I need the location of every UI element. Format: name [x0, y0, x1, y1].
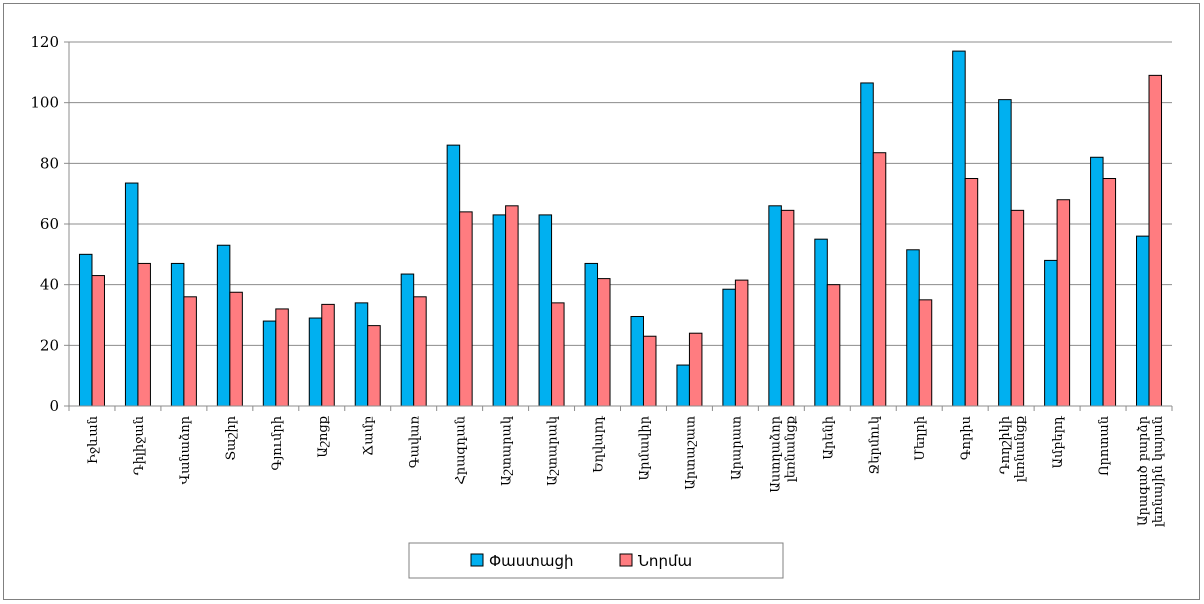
- bar-actual: [584, 262, 599, 407]
- x-category-label: Արտաշատ: [683, 416, 698, 490]
- bar-actual: [952, 50, 966, 407]
- bar-actual: [538, 214, 553, 407]
- y-tick-label: 100: [30, 94, 59, 112]
- y-tick-label: 80: [40, 154, 59, 172]
- bar-norm: [688, 332, 703, 407]
- bar-norm: [1056, 199, 1071, 407]
- bar-actual: [170, 262, 185, 407]
- bar-actual: [860, 82, 874, 407]
- bar-norm: [964, 178, 979, 407]
- category-labels: Իջևան Դիլիջան Վանաձոր Տաշիր Գյումրի Աշոցք Ճամբ…: [86, 415, 1166, 527]
- y-tick-label: 40: [40, 276, 59, 294]
- bar-actual: [676, 364, 690, 407]
- bar-actual: [998, 99, 1012, 407]
- bar-norm: [367, 325, 381, 407]
- bar-actual: [1136, 235, 1150, 407]
- legend-swatch-norm: [619, 553, 633, 567]
- x-category-label: Արմավիր: [637, 415, 652, 480]
- x-category-label: Արարատ: [729, 416, 744, 480]
- bar-actual: [308, 317, 323, 407]
- x-category-label: Աշոցք: [316, 415, 331, 457]
- bar-norm: [597, 278, 611, 407]
- x-category-label: Գավառ: [408, 416, 423, 469]
- bar-norm: [780, 209, 795, 407]
- bar-norm: [826, 284, 841, 407]
- legend-label-actual: Փաստացի: [489, 552, 574, 570]
- bar-actual: [216, 244, 231, 407]
- bar-norm: [229, 291, 243, 407]
- x-category-label: Վանաձոր: [178, 415, 193, 484]
- bar-norm: [183, 296, 197, 407]
- x-category-label: Արագած բարձրլեռնային կայան: [1136, 415, 1166, 527]
- y-axis-ticks: 0 20 40 60 80 100 120: [30, 33, 69, 415]
- bar-actual: [262, 320, 277, 407]
- bar-actual: [722, 288, 736, 407]
- bar-norm: [551, 302, 565, 407]
- bar-actual: [492, 214, 507, 407]
- x-category-label: Արենի: [821, 416, 836, 460]
- bar-norm: [413, 296, 427, 407]
- bar-actual: [354, 302, 369, 407]
- bar-norm: [137, 262, 151, 407]
- x-category-label: Ճամբ: [362, 416, 377, 456]
- x-category-label: Դողշիկիլեռնանցք: [998, 415, 1028, 482]
- bar-actual: [446, 144, 461, 407]
- x-category-label: Ջերմուկ: [867, 416, 882, 475]
- bars: [78, 50, 1163, 407]
- x-category-label: Աստղաձորլեռնանցք: [768, 415, 798, 492]
- x-category-label: Գորիս: [959, 416, 974, 460]
- bar-actual: [400, 273, 415, 407]
- bar-actual: [630, 316, 644, 407]
- bar-norm: [459, 211, 473, 407]
- x-category-label: Ամբերդ: [1051, 415, 1066, 468]
- x-category-label: Հրազդան: [454, 416, 469, 485]
- bar-norm: [918, 299, 933, 407]
- bar-norm: [1102, 178, 1117, 407]
- x-category-label: Իջևան: [86, 416, 101, 464]
- y-tick-label: 60: [40, 215, 59, 233]
- bar-norm: [1010, 209, 1025, 407]
- bar-norm: [872, 152, 887, 407]
- bar-norm: [734, 279, 749, 407]
- legend-box: [408, 542, 784, 579]
- bar-actual: [1090, 156, 1104, 407]
- x-category-label: Մեղրի: [913, 416, 928, 461]
- gridlines: [69, 41, 1172, 346]
- bar-norm: [275, 308, 289, 407]
- bar-norm: [642, 335, 657, 407]
- y-tick-label: 0: [49, 397, 59, 415]
- axes: [68, 42, 1173, 411]
- bar-actual: [124, 182, 139, 407]
- y-tick-label: 120: [30, 33, 59, 51]
- x-category-label: Դիլիջան: [132, 416, 147, 475]
- bar-norm: [1148, 74, 1163, 407]
- legend-swatch-actual: [470, 553, 484, 567]
- x-category-label: Տաշիր: [224, 415, 239, 460]
- bar-norm: [91, 275, 105, 407]
- x-category-label: Աշտարակ: [500, 416, 515, 486]
- bar-norm: [321, 303, 335, 407]
- bar-actual: [768, 205, 782, 407]
- legend: Փաստացի Նորմա: [408, 542, 784, 579]
- x-category-label: Որոտան: [1097, 416, 1112, 476]
- y-tick-label: 20: [40, 336, 59, 354]
- bar-actual: [1044, 259, 1058, 407]
- bar-actual: [814, 238, 828, 407]
- x-category-label: Գյումրի: [270, 416, 285, 470]
- bar-norm: [505, 205, 519, 407]
- bar-actual: [78, 253, 93, 407]
- x-category-label: Աշտարակ: [546, 416, 561, 486]
- bar-actual: [906, 249, 920, 407]
- legend-label-norm: Նորմա: [638, 552, 692, 570]
- x-category-label: Եղվարդ: [592, 415, 607, 473]
